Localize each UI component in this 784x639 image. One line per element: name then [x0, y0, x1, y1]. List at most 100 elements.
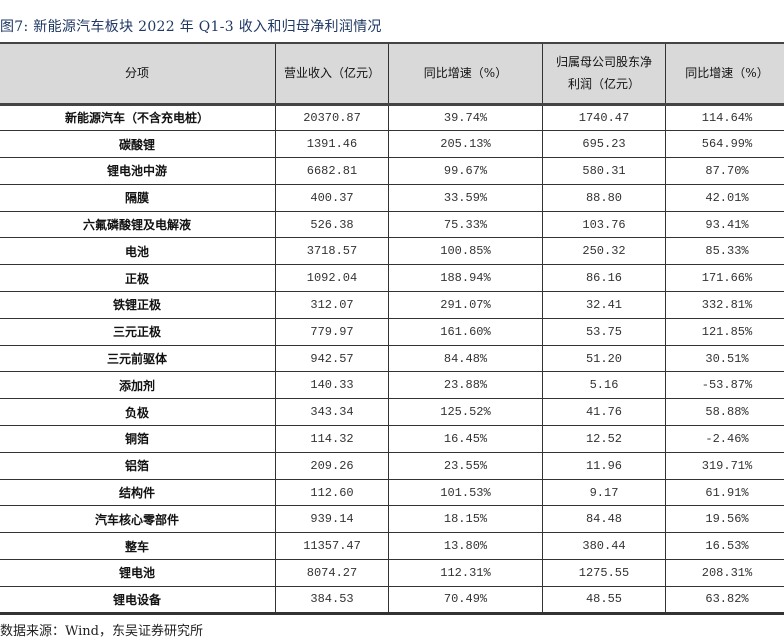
cell-item-name: 负极	[0, 399, 276, 426]
cell-item-name: 铝箔	[0, 452, 276, 479]
cell-net-profit: 48.55	[543, 586, 666, 613]
cell-item-name: 新能源汽车（不含充电桩）	[0, 104, 276, 131]
cell-net-profit: 51.20	[543, 345, 666, 372]
cell-revenue: 6682.81	[276, 158, 389, 185]
column-header-profit-growth: 同比增速（%）	[666, 43, 784, 104]
cell-net-profit: 1740.47	[543, 104, 666, 131]
header-row: 分项 营业收入（亿元） 同比增速（%） 归属母公司股东净利润（亿元） 同比增速（…	[0, 43, 784, 104]
cell-item-name: 隔膜	[0, 184, 276, 211]
cell-revenue-growth: 99.67%	[389, 158, 543, 185]
cell-revenue: 140.33	[276, 372, 389, 399]
cell-item-name: 锂电池	[0, 560, 276, 587]
cell-profit-growth: 61.91%	[666, 479, 784, 506]
cell-net-profit: 41.76	[543, 399, 666, 426]
cell-revenue: 8074.27	[276, 560, 389, 587]
cell-profit-growth: 30.51%	[666, 345, 784, 372]
cell-revenue: 526.38	[276, 211, 389, 238]
cell-net-profit: 86.16	[543, 265, 666, 292]
cell-net-profit: 11.96	[543, 452, 666, 479]
cell-net-profit: 5.16	[543, 372, 666, 399]
cell-revenue: 1092.04	[276, 265, 389, 292]
cell-profit-growth: 16.53%	[666, 533, 784, 560]
cell-revenue-growth: 205.13%	[389, 131, 543, 158]
cell-profit-growth: -53.87%	[666, 372, 784, 399]
cell-item-name: 正极	[0, 265, 276, 292]
cell-revenue-growth: 125.52%	[389, 399, 543, 426]
cell-revenue: 114.32	[276, 426, 389, 453]
cell-net-profit: 84.48	[543, 506, 666, 533]
cell-profit-growth: 85.33%	[666, 238, 784, 265]
cell-net-profit: 250.32	[543, 238, 666, 265]
cell-revenue: 312.07	[276, 292, 389, 319]
cell-net-profit: 53.75	[543, 318, 666, 345]
cell-revenue-growth: 101.53%	[389, 479, 543, 506]
cell-revenue: 11357.47	[276, 533, 389, 560]
cell-revenue: 112.60	[276, 479, 389, 506]
column-header-revenue: 营业收入（亿元）	[276, 43, 389, 104]
cell-revenue-growth: 33.59%	[389, 184, 543, 211]
cell-profit-growth: 332.81%	[666, 292, 784, 319]
cell-revenue: 942.57	[276, 345, 389, 372]
cell-net-profit: 88.80	[543, 184, 666, 211]
cell-revenue-growth: 23.55%	[389, 452, 543, 479]
cell-net-profit: 103.76	[543, 211, 666, 238]
cell-revenue-growth: 100.85%	[389, 238, 543, 265]
cell-profit-growth: 564.99%	[666, 131, 784, 158]
cell-item-name: 汽车核心零部件	[0, 506, 276, 533]
cell-profit-growth: 19.56%	[666, 506, 784, 533]
cell-net-profit: 580.31	[543, 158, 666, 185]
cell-item-name: 铜箔	[0, 426, 276, 453]
cell-revenue-growth: 18.15%	[389, 506, 543, 533]
cell-net-profit: 9.17	[543, 479, 666, 506]
cell-item-name: 六氟磷酸锂及电解液	[0, 211, 276, 238]
cell-item-name: 锂电设备	[0, 586, 276, 613]
cell-profit-growth: -2.46%	[666, 426, 784, 453]
cell-item-name: 结构件	[0, 479, 276, 506]
cell-revenue: 209.26	[276, 452, 389, 479]
figure-title: 图7: 新能源汽车板块 2022 年 Q1-3 收入和归母净利润情况	[0, 16, 382, 36]
cell-revenue: 779.97	[276, 318, 389, 345]
data-source: 数据来源：Wind，东吴证券研究所	[0, 620, 203, 639]
cell-item-name: 锂电池中游	[0, 158, 276, 185]
cell-revenue-growth: 188.94%	[389, 265, 543, 292]
cell-profit-growth: 93.41%	[666, 211, 784, 238]
cell-item-name: 三元正极	[0, 318, 276, 345]
cell-revenue-growth: 16.45%	[389, 426, 543, 453]
cell-profit-growth: 87.70%	[666, 158, 784, 185]
cell-profit-growth: 208.31%	[666, 560, 784, 587]
cell-revenue-growth: 70.49%	[389, 586, 543, 613]
cell-revenue-growth: 161.60%	[389, 318, 543, 345]
cell-profit-growth: 319.71%	[666, 452, 784, 479]
cell-profit-growth: 58.88%	[666, 399, 784, 426]
data-table: 分项 营业收入（亿元） 同比增速（%） 归属母公司股东净利润（亿元） 同比增速（…	[0, 42, 784, 615]
cell-item-name: 三元前驱体	[0, 345, 276, 372]
cell-item-name: 电池	[0, 238, 276, 265]
cell-revenue-growth: 84.48%	[389, 345, 543, 372]
cell-net-profit: 1275.55	[543, 560, 666, 587]
cell-net-profit: 32.41	[543, 292, 666, 319]
column-header-item: 分项	[0, 43, 276, 104]
cell-item-name: 碳酸锂	[0, 131, 276, 158]
cell-net-profit: 695.23	[543, 131, 666, 158]
cell-item-name: 添加剂	[0, 372, 276, 399]
cell-revenue: 400.37	[276, 184, 389, 211]
cell-net-profit: 380.44	[543, 533, 666, 560]
cell-revenue-growth: 112.31%	[389, 560, 543, 587]
cell-profit-growth: 42.01%	[666, 184, 784, 211]
cell-net-profit: 12.52	[543, 426, 666, 453]
